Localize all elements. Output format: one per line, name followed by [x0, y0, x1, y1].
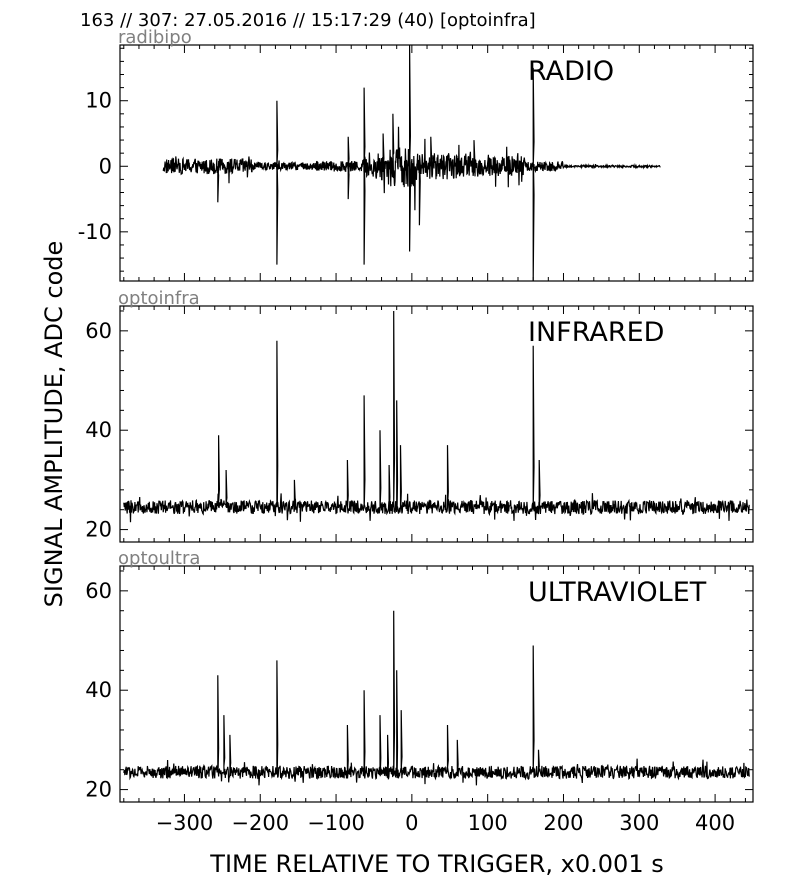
plot-frame [119, 305, 754, 543]
y-tick-label: 0 [99, 154, 112, 178]
y-tick-label: 20 [85, 518, 112, 542]
y-tick-label: 40 [85, 418, 112, 442]
signal-trace-infrared [123, 310, 750, 523]
y-axis-label: SIGNAL AMPLITUDE, ADC code [40, 241, 68, 608]
y-tick-label: 10 [85, 89, 112, 113]
x-tick-label: −200 [231, 811, 289, 835]
panel-infrared: optoinfra INFRARED 60 40 20 [85, 288, 754, 543]
plot-frame [119, 44, 754, 282]
y-tick-label: -10 [78, 220, 112, 244]
panel-title: INFRARED [528, 317, 664, 348]
panel-subtitle: optoinfra [118, 288, 200, 309]
panel-subtitle: optoultra [118, 548, 200, 569]
header-text: 163 // 307: 27.05.2016 // 15:17:29 (40) … [80, 10, 536, 31]
plot-frame [119, 565, 754, 803]
y-tick-label: 60 [85, 319, 112, 343]
y-tick-label: 60 [85, 579, 112, 603]
x-tick-label: −300 [156, 811, 214, 835]
y-tick-label: 20 [85, 778, 112, 802]
x-tick-label: 300 [619, 811, 659, 835]
y-tick-label: 40 [85, 678, 112, 702]
panels: radibipoRADIO100-10optoinfraINFRARED6040… [78, 27, 754, 835]
panel-subtitle: radibipo [118, 27, 192, 48]
panel-ultraviolet: optoultra ULTRAVIOLET 60 40 20 −300 −200 −100 0 1… [85, 548, 754, 835]
x-tick-label: 400 [695, 811, 735, 835]
x-axis-label: TIME RELATIVE TO TRIGGER, x0.001 s [209, 850, 663, 878]
panel-radio: radibipo RADIO 10 0 -10 [78, 27, 754, 282]
signal-trace-radio [162, 44, 661, 282]
panel-title: ULTRAVIOLET [528, 577, 707, 608]
panel-title: RADIO [528, 56, 614, 87]
x-tick-label: 0 [405, 811, 418, 835]
x-tick-label: 100 [468, 811, 508, 835]
x-tick-label: −100 [307, 811, 365, 835]
x-tick-label: 200 [543, 811, 583, 835]
signal-trace-ultraviolet [123, 610, 750, 786]
